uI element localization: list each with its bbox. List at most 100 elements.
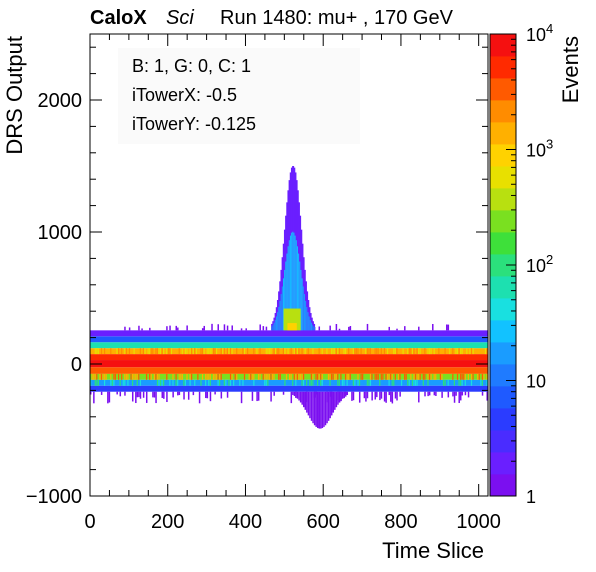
band-cell [90,354,488,361]
band-streak [117,348,120,355]
band-streak [273,348,275,355]
band-streak [184,379,187,386]
band-streak [419,373,421,380]
tail-mark [138,325,140,331]
band-streak [220,373,222,380]
info-box [118,48,360,144]
tail-mark [390,391,392,402]
tail-mark [211,323,213,331]
band-streak [456,373,459,380]
undershoot-cell [304,391,307,410]
band-streak [382,373,384,380]
band-streak [201,348,204,355]
band-streak [416,348,418,355]
band-streak [161,348,163,355]
band-streak [149,348,151,355]
band-streak [374,373,376,380]
band-streak [481,379,483,386]
band-streak [463,373,465,380]
band-streak [264,379,266,386]
band-streak [287,348,289,355]
band-streak [360,373,362,380]
band-streak [169,379,171,386]
pulse-core-cell [289,235,292,331]
undershoot-cell [340,391,342,401]
pulse-core-cell [294,235,297,331]
band-streak [357,373,359,380]
band-streak [183,379,185,386]
tail-mark [452,391,454,397]
tail-mark [424,391,426,397]
band-streak [215,348,218,355]
band-streak [385,373,387,380]
band-streak [130,373,132,380]
band-streak [105,373,107,380]
band-streak [284,348,286,355]
x-tick-label: 200 [151,511,184,533]
band-streak [99,373,101,380]
undershoot-cell [338,391,341,403]
band-streak [103,348,106,355]
band-streak [259,373,261,380]
band-streak [139,348,141,355]
color-bar-swatch [490,232,516,255]
pulse-core-cell [286,253,289,331]
band-streak [354,379,356,386]
band-streak [358,379,361,386]
y-tick-label: −1000 [26,486,82,508]
band-streak [208,348,210,355]
band-streak [424,373,426,380]
band-streak [133,348,135,355]
band-streak [197,373,199,380]
band-streak [320,379,322,386]
pulse-core-cell [301,278,304,331]
x-tick-label: 800 [384,511,417,533]
undershoot-cell [313,391,316,426]
band-streak [486,348,488,355]
band-streak [178,348,180,355]
tail-mark [366,391,369,399]
band-streak [334,373,336,380]
pulse-core-cell [285,261,287,331]
band-streak [191,373,193,380]
band-streak [407,379,409,386]
band-streak [211,348,213,355]
color-bar-swatch [490,122,516,145]
tail-mark [329,325,331,331]
band-streak [346,373,348,380]
band-streak [296,373,298,380]
band-streak [332,373,334,380]
color-bar-swatch [490,78,516,101]
band-streak [404,373,406,380]
tail-mark [418,326,420,331]
color-bar-swatch [490,408,516,431]
band-streak [290,373,292,380]
band-streak [257,373,260,380]
band-streak [228,348,230,355]
band-streak [205,373,207,380]
pulse-core-cell [307,312,310,331]
tail-mark [265,326,268,331]
tail-mark [366,323,369,331]
band-streak [206,373,208,380]
band-streak [94,379,96,386]
band-streak [289,373,291,380]
tail-mark [124,326,126,331]
band-streak [470,348,473,355]
band-streak [352,348,354,355]
band-streak [316,379,319,386]
tail-mark [245,328,247,331]
x-tick-label: 600 [307,511,340,533]
band-streak [212,348,215,355]
tail-mark [374,391,377,400]
tail-mark [467,391,470,398]
pulse-core-cell [295,240,298,331]
band-streak [306,379,308,386]
band-streak [318,373,320,380]
band-streak [90,379,92,386]
tail-mark [231,325,233,331]
band-streak [309,379,311,386]
band-streak [200,348,202,355]
band-streak [486,379,488,386]
undershoot-cell [341,391,344,399]
